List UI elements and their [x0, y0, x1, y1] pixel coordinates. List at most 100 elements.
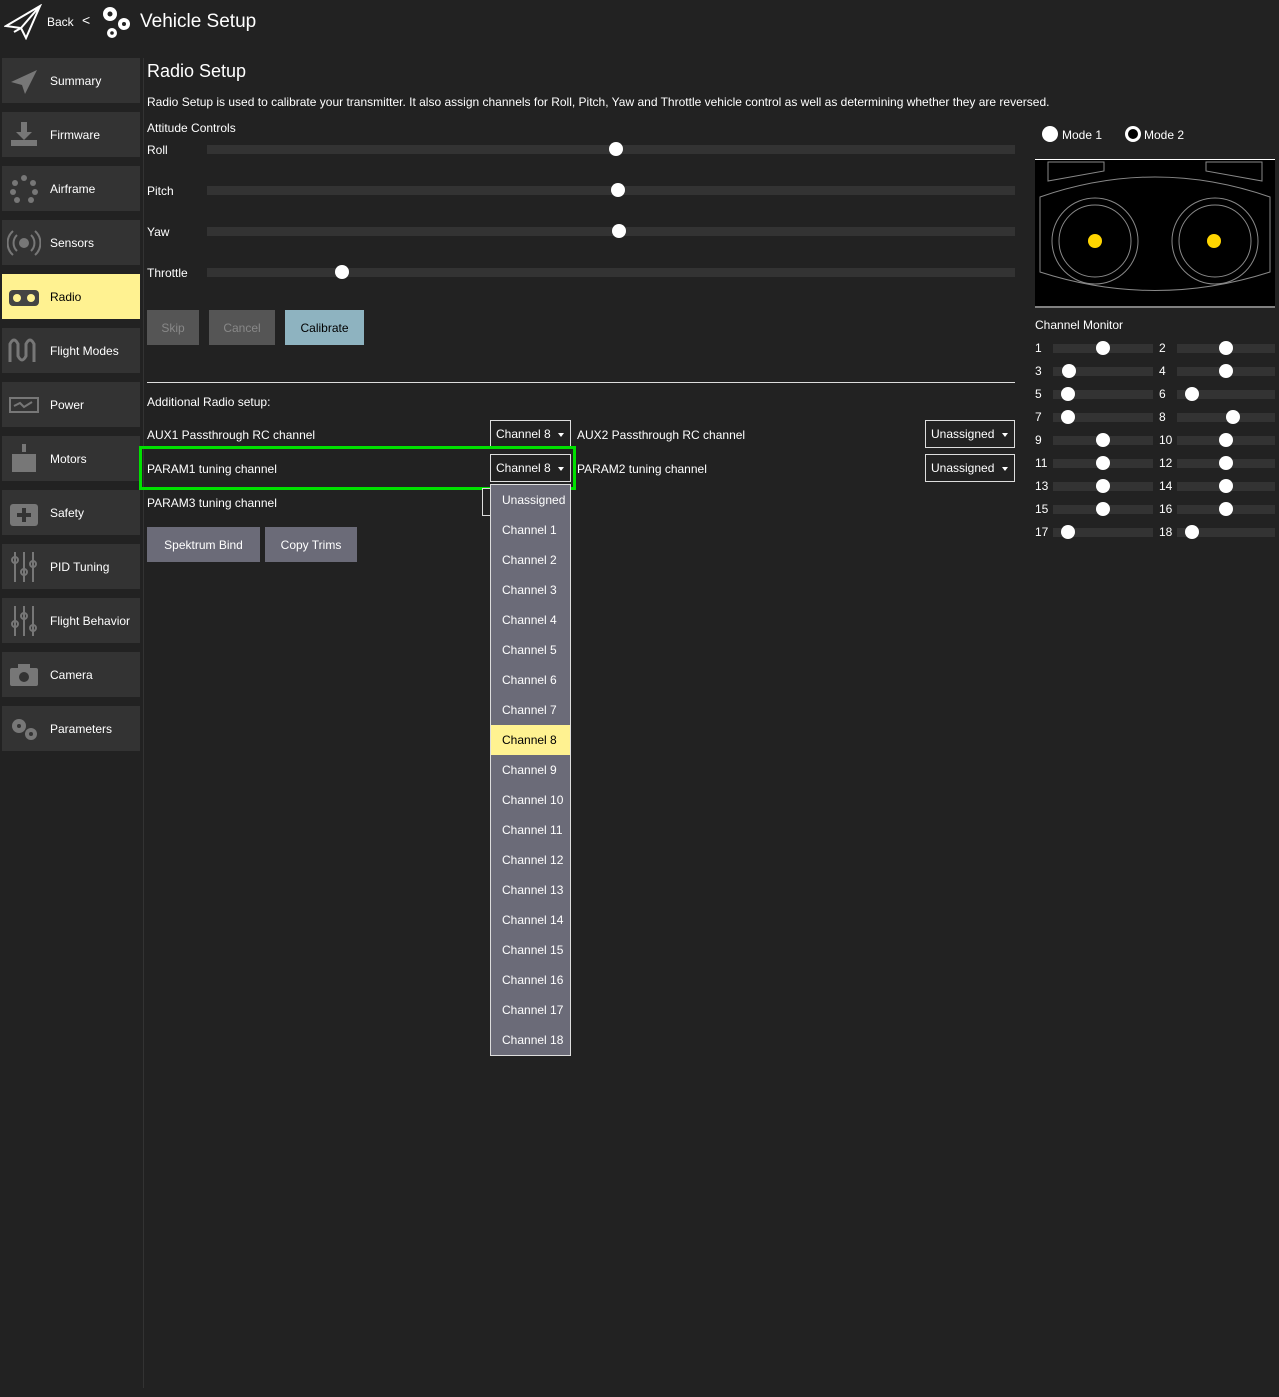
channel-number: 6 — [1159, 387, 1166, 401]
sensors-icon — [2, 220, 46, 265]
channel-9-bar — [1053, 432, 1153, 447]
channel-3-bar — [1053, 363, 1153, 378]
flight-modes-icon — [2, 328, 46, 373]
dropdown-option[interactable]: Channel 17 — [502, 1003, 564, 1017]
spektrum-bind-button[interactable]: Spektrum Bind — [147, 527, 260, 562]
dropdown-option[interactable]: Channel 11 — [502, 823, 563, 837]
channel-number: 17 — [1035, 525, 1049, 539]
back-button[interactable]: Back — [47, 15, 74, 29]
sidebar-item-summary[interactable]: Summary — [2, 58, 140, 103]
attitude-label: Yaw — [147, 225, 170, 239]
dropdown-option[interactable]: Channel 15 — [502, 943, 564, 957]
pid-tuning-icon — [2, 544, 46, 589]
sidebar-item-label: Firmware — [50, 127, 100, 142]
dropdown-option[interactable]: Channel 6 — [502, 673, 557, 687]
channel-11-row: 11 — [1035, 455, 1153, 471]
sidebar-item-camera[interactable]: Camera — [2, 652, 140, 697]
dropdown-option[interactable]: Channel 12 — [502, 853, 564, 867]
channel-monitor-label: Channel Monitor — [1035, 318, 1124, 332]
sidebar-item-motors[interactable]: Motors — [2, 436, 140, 481]
parameters-icon — [2, 706, 46, 751]
cancel-button[interactable]: Cancel — [209, 310, 275, 345]
channel-9-row: 9 — [1035, 432, 1153, 448]
sidebar-item-parameters[interactable]: Parameters — [2, 706, 140, 751]
channel-6-bar — [1177, 386, 1275, 401]
description: Radio Setup is used to calibrate your tr… — [147, 95, 1050, 109]
sidebar-item-pid-tuning[interactable]: PID Tuning — [2, 544, 140, 589]
channel-1-bar — [1053, 340, 1153, 355]
channel-18-row: 18 — [1159, 524, 1275, 540]
calibrate-button[interactable]: Calibrate — [285, 310, 364, 345]
param1-value: Channel 8 — [496, 461, 551, 475]
mode1-label[interactable]: Mode 1 — [1062, 128, 1103, 142]
slider-thumb — [612, 224, 627, 238]
channel-18-bar — [1177, 524, 1275, 539]
channel-thumb — [1219, 432, 1233, 447]
sidebar-item-flight-modes[interactable]: Flight Modes — [2, 328, 140, 373]
aux2-channel-select[interactable]: Unassigned — [925, 420, 1015, 448]
channel-number: 13 — [1035, 479, 1049, 493]
mode1-radio[interactable] — [1042, 126, 1058, 142]
sidebar-item-label: Camera — [50, 667, 93, 682]
channel-3-row: 3 — [1035, 363, 1153, 379]
dropdown-option[interactable]: Channel 14 — [502, 913, 564, 927]
dropdown-option[interactable]: Channel 2 — [502, 553, 557, 567]
attitude-label: Roll — [147, 143, 168, 157]
aux1-label: AUX1 Passthrough RC channel — [147, 428, 316, 442]
mode2-radio[interactable] — [1125, 126, 1141, 142]
sidebar-item-label: Safety — [50, 505, 85, 520]
channel-10-row: 10 — [1159, 432, 1275, 448]
channel-5-bar — [1053, 386, 1153, 401]
attitude-label: Pitch — [147, 184, 174, 198]
channel-16-bar — [1177, 501, 1275, 516]
channel-thumb — [1219, 340, 1233, 355]
roll-slider — [207, 142, 1015, 156]
aux1-value: Channel 8 — [496, 427, 551, 441]
flight-behavior-icon — [2, 598, 46, 643]
dropdown-option[interactable]: Unassigned — [502, 493, 566, 507]
sidebar-item-safety[interactable]: Safety — [2, 490, 140, 535]
sidebar-item-firmware[interactable]: Firmware — [2, 112, 140, 157]
aux1-channel-select[interactable]: Channel 8 — [490, 420, 571, 448]
dropdown-option[interactable]: Channel 8 — [491, 725, 570, 755]
dropdown-option[interactable]: Channel 9 — [502, 763, 557, 777]
paper-plane-icon[interactable] — [4, 4, 42, 40]
channel-4-row: 4 — [1159, 363, 1275, 379]
param1-label: PARAM1 tuning channel — [147, 462, 277, 476]
dropdown-option[interactable]: Channel 7 — [502, 703, 557, 717]
dropdown-option[interactable]: Channel 18 — [502, 1033, 564, 1047]
sidebar-item-label: Flight Behavior — [50, 613, 131, 628]
sidebar-item-sensors[interactable]: Sensors — [2, 220, 140, 265]
channel-thumb — [1061, 386, 1075, 401]
power-icon — [2, 382, 46, 427]
caret-down-icon — [558, 467, 564, 474]
param2-channel-select[interactable]: Unassigned — [925, 454, 1015, 482]
param3-label: PARAM3 tuning channel — [147, 496, 277, 510]
dropdown-option[interactable]: Channel 10 — [502, 793, 564, 807]
copy-trims-button[interactable]: Copy Trims — [265, 527, 357, 562]
additional-setup-label: Additional Radio setup: — [147, 395, 271, 409]
dropdown-option[interactable]: Channel 5 — [502, 643, 557, 657]
channel-8-bar — [1177, 409, 1275, 424]
mode2-label[interactable]: Mode 2 — [1144, 128, 1185, 142]
dropdown-option[interactable]: Channel 1 — [502, 523, 557, 537]
channel-thumb — [1184, 386, 1199, 401]
highlight-box — [139, 446, 576, 490]
dropdown-option[interactable]: Channel 13 — [502, 883, 564, 897]
channel-12-bar — [1177, 455, 1275, 470]
channel-dropdown-menu[interactable]: Unassigned Channel 1 Channel 2 Channel 3 Cha… — [490, 484, 571, 1056]
param2-label: PARAM2 tuning channel — [577, 462, 707, 476]
sidebar-item-radio[interactable]: Radio — [2, 274, 140, 319]
channel-thumb — [1184, 524, 1199, 539]
channel-thumb — [1096, 340, 1110, 355]
dropdown-option[interactable]: Channel 4 — [502, 613, 557, 627]
skip-button[interactable]: Skip — [147, 310, 199, 345]
param1-channel-select[interactable]: Channel 8 — [490, 454, 571, 482]
sidebar-item-label: Flight Modes — [50, 343, 119, 358]
dropdown-option[interactable]: Channel 16 — [502, 973, 564, 987]
sidebar-item-power[interactable]: Power — [2, 382, 140, 427]
sidebar-item-flight-behavior[interactable]: Flight Behavior — [2, 598, 140, 643]
sidebar-item-airframe[interactable]: Airframe — [2, 166, 140, 211]
channel-thumb — [1061, 524, 1075, 539]
dropdown-option[interactable]: Channel 3 — [502, 583, 557, 597]
